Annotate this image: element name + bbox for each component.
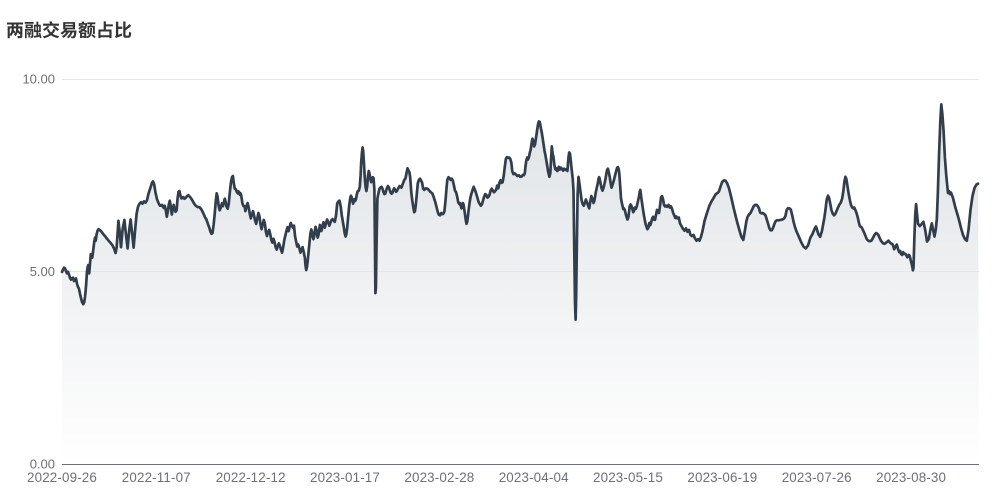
svg-text:2023-05-15: 2023-05-15	[593, 470, 663, 485]
svg-text:2022-09-26: 2022-09-26	[27, 470, 97, 485]
svg-text:2023-06-19: 2023-06-19	[687, 470, 757, 485]
svg-text:2022-11-07: 2022-11-07	[122, 470, 191, 485]
svg-text:5.00: 5.00	[30, 264, 55, 279]
svg-text:2023-04-04: 2023-04-04	[499, 470, 569, 485]
svg-text:0.00: 0.00	[30, 457, 55, 472]
svg-text:2023-02-28: 2023-02-28	[404, 470, 474, 485]
svg-text:2023-08-30: 2023-08-30	[876, 470, 946, 485]
svg-text:10.00: 10.00	[22, 72, 55, 87]
svg-text:2023-01-17: 2023-01-17	[310, 470, 380, 485]
svg-text:2022-12-12: 2022-12-12	[216, 470, 286, 485]
svg-text:2023-07-26: 2023-07-26	[782, 470, 852, 485]
